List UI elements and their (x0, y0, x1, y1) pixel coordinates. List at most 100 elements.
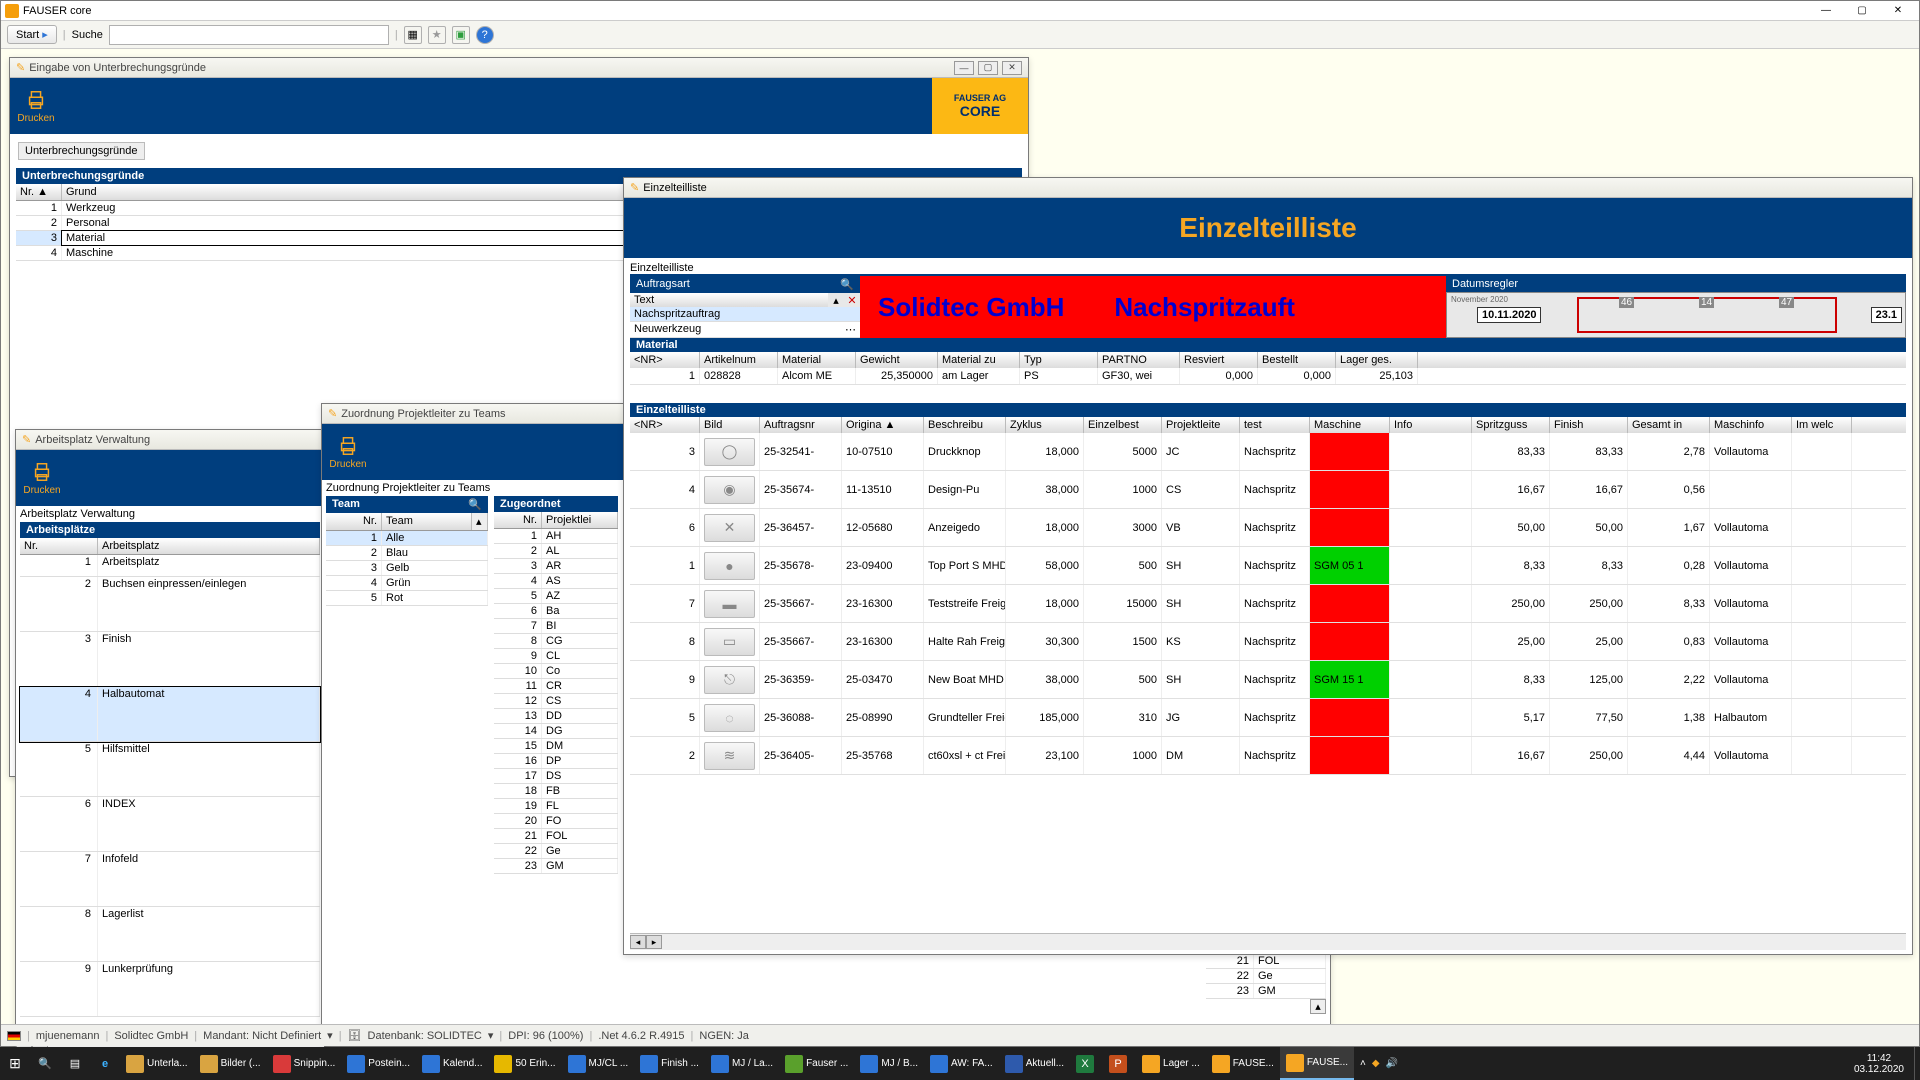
table-row[interactable]: 1AH (494, 529, 618, 544)
show-desktop[interactable] (1914, 1047, 1920, 1080)
col-nr[interactable]: Nr. (20, 538, 98, 554)
ie-icon[interactable]: e (90, 1047, 120, 1080)
taskbar-item[interactable]: MJ / La... (705, 1047, 779, 1080)
table-row[interactable]: 5◌25-36088-25-08990Grundteller Freigabe … (630, 699, 1906, 737)
table-row[interactable]: 9⎋25-36359-25-03470New Boat MHD 11/238,0… (630, 661, 1906, 699)
print-button[interactable]: Drucken (16, 450, 68, 506)
col-header[interactable]: Bestellt (1258, 352, 1336, 368)
table-row[interactable]: 2Buchsen einpressen/einlegen (20, 577, 320, 632)
search-icon[interactable]: 🔍 (30, 1047, 60, 1080)
table-row[interactable]: 2≋25-36405-25-35768ct60xsl + ct Freigabe… (630, 737, 1906, 775)
col-header[interactable]: <NR> (630, 352, 700, 368)
minimize-button[interactable]: — (1809, 2, 1843, 20)
minimize-button[interactable]: — (954, 61, 974, 75)
table-row[interactable]: 14DG (494, 724, 618, 739)
table-row[interactable]: 3◯25-32541-10-07510Druckknop18,0005000JC… (630, 433, 1906, 471)
clock[interactable]: 11:42 03.12.2020 (1844, 1053, 1914, 1075)
close-button[interactable]: ✕ (1002, 61, 1022, 75)
table-row[interactable]: 5Hilfsmittel (20, 742, 320, 797)
scroll-up[interactable]: ▴ (828, 294, 844, 307)
table-row[interactable]: 13DD (494, 709, 618, 724)
tab-arbeitsplatz[interactable]: Arbeitsplatz Verwaltung (20, 508, 135, 520)
table-row[interactable]: 6✕25-36457-12-05680Anzeigedo18,0003000VB… (630, 509, 1906, 547)
table-row[interactable]: 3Gelb (326, 561, 488, 576)
table-row[interactable]: 4Halbautomat (20, 687, 320, 742)
taskbar-item[interactable]: X (1070, 1047, 1103, 1080)
col-header[interactable]: <NR> (630, 417, 700, 433)
search-icon[interactable]: 🔍 (468, 498, 482, 511)
maximize-button[interactable]: ▢ (978, 61, 998, 75)
list-item[interactable]: Nachspritzauftrag (630, 307, 860, 322)
status-db[interactable]: Datenbank: SOLIDTEC (368, 1030, 482, 1042)
table-row[interactable]: 8Lagerlist (20, 907, 320, 962)
col-header[interactable]: Zyklus (1006, 417, 1084, 433)
table-row[interactable]: 3Finish (20, 632, 320, 687)
table-row[interactable]: 11CR (494, 679, 618, 694)
table-row[interactable]: 9Lunkerprüfung (20, 962, 320, 1017)
table-row[interactable]: 9CL (494, 649, 618, 664)
table-row[interactable]: 3AR (494, 559, 618, 574)
col-header[interactable]: Lager ges. (1336, 352, 1418, 368)
table-row[interactable]: 23GM (494, 859, 618, 874)
col-header[interactable]: Gesamt in (1628, 417, 1710, 433)
table-row[interactable]: 12CS (494, 694, 618, 709)
col-header[interactable]: Einzelbest (1084, 417, 1162, 433)
date-start[interactable]: 10.11.2020 (1477, 307, 1541, 323)
col-header[interactable]: Artikelnum (700, 352, 778, 368)
table-row[interactable]: 15DM (494, 739, 618, 754)
col-header[interactable]: Finish (1550, 417, 1628, 433)
grid-icon[interactable]: ▦ (404, 26, 422, 44)
table-row[interactable]: 6Ba (494, 604, 618, 619)
taskbar-item[interactable]: MJ / B... (854, 1047, 924, 1080)
table-row[interactable]: 22Ge (494, 844, 618, 859)
table-row[interactable]: 2AL (494, 544, 618, 559)
window-titlebar[interactable]: ✎ Eingabe von Unterbrechungsgründe — ▢ ✕ (10, 58, 1028, 78)
taskbar-item[interactable]: Fauser ... (779, 1047, 854, 1080)
print-button[interactable]: Drucken (322, 424, 374, 480)
col-header[interactable]: Maschine (1310, 417, 1390, 433)
status-mandant[interactable]: Mandant: Nicht Definiert (203, 1030, 321, 1042)
search-icon[interactable]: 🔍 (840, 278, 854, 291)
table-row[interactable]: 21FOL (1206, 954, 1326, 969)
task-view[interactable]: ▤ (60, 1047, 90, 1080)
table-row[interactable]: 21FOL (494, 829, 618, 844)
tab-unterbrechung[interactable]: Unterbrechungsgründe (18, 142, 145, 160)
table-row[interactable]: 1Arbeitsplatz (20, 555, 320, 577)
col-header[interactable]: Maschinfo (1710, 417, 1792, 433)
clear-icon[interactable]: ✕ (844, 294, 860, 307)
col-nr[interactable]: Nr. (326, 513, 382, 530)
window-titlebar[interactable]: ✎ Arbeitsplatz Verwaltung (16, 430, 324, 450)
taskbar-item[interactable]: Postein... (341, 1047, 416, 1080)
col-header[interactable]: PARTNO (1098, 352, 1180, 368)
col-header[interactable]: Spritzguss (1472, 417, 1550, 433)
date-end[interactable]: 23.1 (1871, 307, 1902, 323)
taskbar-item[interactable]: Snippin... (267, 1047, 342, 1080)
scroll-up[interactable]: ▴ (1310, 999, 1326, 1014)
col-team[interactable]: Team (382, 513, 472, 530)
maximize-button[interactable]: ▢ (1845, 2, 1879, 20)
col-header[interactable]: Typ (1020, 352, 1098, 368)
table-row[interactable]: 16DP (494, 754, 618, 769)
table-row[interactable]: 23GM (1206, 984, 1326, 999)
taskbar-item[interactable]: FAUSE... (1280, 1047, 1354, 1080)
col-header[interactable]: Resviert (1180, 352, 1258, 368)
col-header[interactable]: test (1240, 417, 1310, 433)
close-button[interactable]: ✕ (1881, 2, 1915, 20)
col-pl[interactable]: Projektlei (542, 512, 618, 528)
table-row[interactable]: 8CG (494, 634, 618, 649)
tab-einzelteilliste[interactable]: Einzelteilliste (630, 262, 694, 274)
taskbar-item[interactable]: Finish ... (634, 1047, 705, 1080)
list-item[interactable]: Neuwerkzeug⋯ (630, 322, 860, 338)
table-row[interactable]: 1●25-35678-23-09400Top Port S MHD 11/258… (630, 547, 1906, 585)
table-row[interactable]: 4AS (494, 574, 618, 589)
search-input[interactable] (109, 25, 389, 45)
col-header[interactable]: Gewicht (856, 352, 938, 368)
table-row[interactable]: 7Infofeld (20, 852, 320, 907)
table-row[interactable]: 5AZ (494, 589, 618, 604)
help-icon[interactable]: ? (476, 26, 494, 44)
col-header[interactable]: Origina ▲ (842, 417, 924, 433)
taskbar-item[interactable]: 50 Erin... (488, 1047, 561, 1080)
taskbar-item[interactable]: Aktuell... (999, 1047, 1070, 1080)
taskbar-item[interactable]: FAUSE... (1206, 1047, 1280, 1080)
start-button[interactable]: Start ▸ (7, 25, 57, 44)
